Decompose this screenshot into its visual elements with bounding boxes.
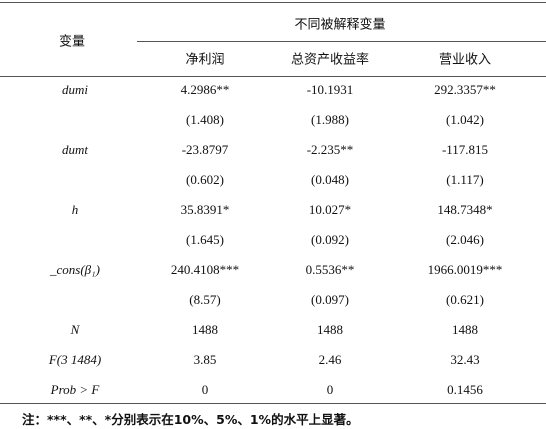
value-cell: 35.8391* <box>180 202 230 217</box>
value-cell: -2.235** <box>306 142 354 157</box>
value-cell: (0.602) <box>186 172 224 187</box>
value-cell: -117.815 <box>441 142 489 157</box>
value-cell: 292.3357** <box>434 82 496 97</box>
value-cell: 1488 <box>452 322 478 337</box>
bottom-rule <box>0 403 546 404</box>
value-cell: 32.43 <box>450 352 480 367</box>
value-cell: 0.1456 <box>447 382 483 397</box>
value-cell: (1.042) <box>446 112 484 127</box>
value-cell: 3.85 <box>193 352 217 367</box>
value-cell: 0.5536** <box>305 262 355 277</box>
value-cell: (0.092) <box>311 232 349 247</box>
row-label-header: 变量 <box>58 34 86 50</box>
row-label: h <box>71 202 79 217</box>
row-label: Prob > F <box>50 382 100 397</box>
column-header: 净利润 <box>185 52 225 68</box>
value-cell: (2.046) <box>446 232 484 247</box>
value-cell: 240.4108*** <box>170 262 240 277</box>
value-cell: 0 <box>201 382 209 397</box>
value-cell: (1.645) <box>186 232 224 247</box>
group-rule <box>137 41 546 42</box>
row-label: F(3 1484) <box>48 352 102 367</box>
value-cell: (8.57) <box>189 292 221 307</box>
value-cell: 1966.0019*** <box>427 262 503 277</box>
value-cell: (0.048) <box>311 172 349 187</box>
value-cell: 1488 <box>317 322 343 337</box>
value-cell: (0.097) <box>311 292 349 307</box>
row-label: dumi <box>62 82 88 97</box>
value-cell: 148.7348* <box>437 202 493 217</box>
top-rule <box>0 2 546 3</box>
value-cell: -23.8797 <box>181 142 229 157</box>
value-cell: 4.2986** <box>180 82 230 97</box>
row-label: dumt <box>62 142 88 157</box>
value-cell: 2.46 <box>318 352 342 367</box>
value-cell: (0.621) <box>446 292 484 307</box>
value-cell: (1.408) <box>186 112 224 127</box>
value-cell: -10.1931 <box>306 82 354 97</box>
header-rule <box>0 76 546 77</box>
column-header: 总资产收益率 <box>290 52 370 68</box>
value-cell: (1.117) <box>446 172 484 187</box>
value-cell: 10.027* <box>308 202 352 217</box>
column-header: 营业收入 <box>438 52 492 68</box>
row-label: _cons(β₁) <box>50 262 100 277</box>
value-cell: 0 <box>326 382 334 397</box>
row-label: N <box>70 322 80 337</box>
note: 注：***、**、*分别表示在10%、5%、1%的水平上显著。 <box>22 412 359 427</box>
group-header: 不同被解释变量 <box>294 17 386 33</box>
value-cell: 1488 <box>192 322 218 337</box>
value-cell: (1.988) <box>311 112 349 127</box>
